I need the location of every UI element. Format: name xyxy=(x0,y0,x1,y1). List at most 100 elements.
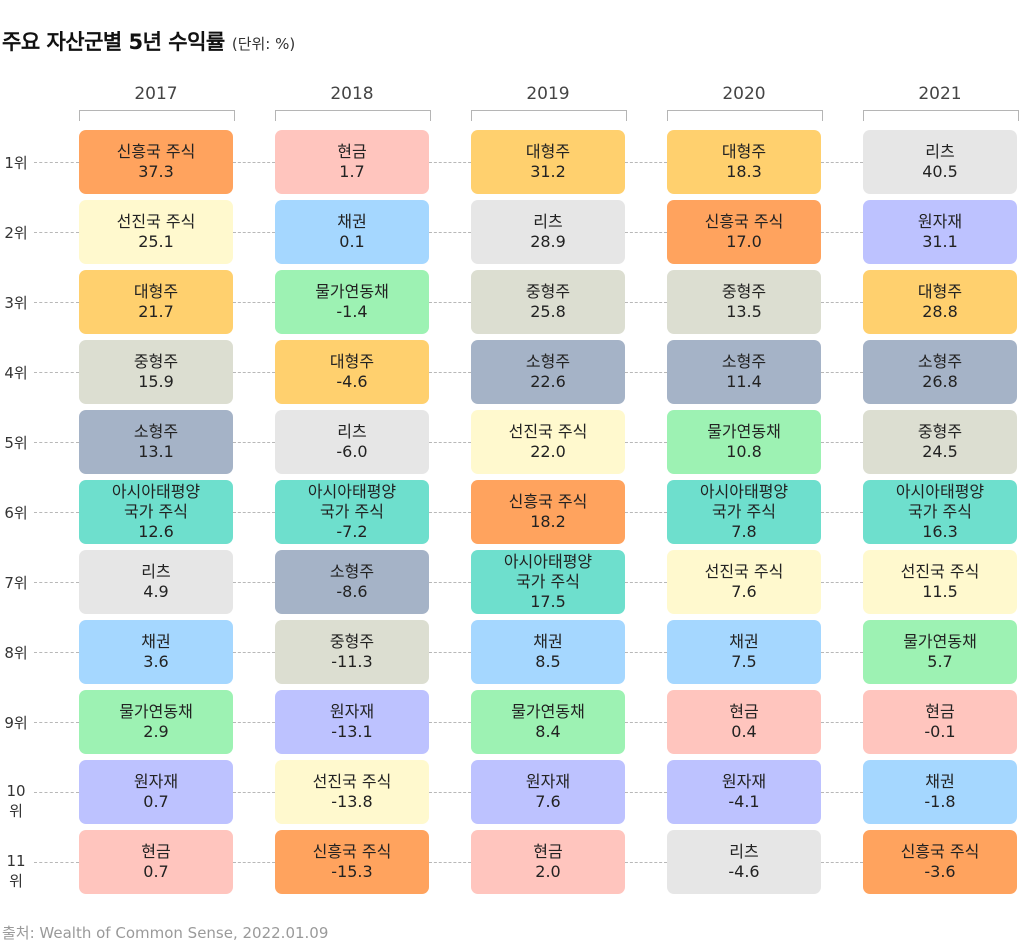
asset-cell: 대형주 31.2 xyxy=(471,130,625,194)
return-value: 18.2 xyxy=(530,512,566,531)
asset-name: 아시아태평양 국가 주식 xyxy=(895,482,985,521)
asset-name: 아시아태평양 국가 주식 xyxy=(699,482,789,521)
row-guide-line xyxy=(821,862,863,863)
asset-name: 선진국 주식 xyxy=(900,562,980,581)
rank-label: 8위 xyxy=(4,644,28,662)
asset-cell: 채권 7.5 xyxy=(667,620,821,684)
asset-name: 리츠 xyxy=(925,142,955,161)
row-guide-line xyxy=(34,582,79,583)
asset-cell: 현금 0.7 xyxy=(79,830,233,894)
asset-cell: 대형주 18.3 xyxy=(667,130,821,194)
row-guide-line xyxy=(625,512,667,513)
asset-cell: 선진국 주식 25.1 xyxy=(79,200,233,264)
asset-name: 신흥국 주식 xyxy=(116,142,196,161)
year-label: 2019 xyxy=(526,84,570,104)
return-value: 21.7 xyxy=(138,302,174,321)
asset-name: 현금 xyxy=(141,842,171,861)
rank-label: 6위 xyxy=(4,504,28,522)
row-guide-line xyxy=(821,302,863,303)
row-guide-line xyxy=(429,582,471,583)
asset-name: 현금 xyxy=(533,842,563,861)
asset-cell: 소형주 22.6 xyxy=(471,340,625,404)
return-value: 16.3 xyxy=(922,522,958,541)
asset-cell: 선진국 주식 11.5 xyxy=(863,550,1017,614)
asset-cell: 리츠 40.5 xyxy=(863,130,1017,194)
asset-cell: 리츠 28.9 xyxy=(471,200,625,264)
asset-cell: 중형주 24.5 xyxy=(863,410,1017,474)
asset-cell: 채권 8.5 xyxy=(471,620,625,684)
row-guide-line xyxy=(233,372,275,373)
return-value: -11.3 xyxy=(331,652,373,671)
return-value: -4.6 xyxy=(336,372,368,391)
row-guide-line xyxy=(429,442,471,443)
asset-cell: 선진국 주식 7.6 xyxy=(667,550,821,614)
row-guide-line xyxy=(821,162,863,163)
asset-cell: 중형주 -11.3 xyxy=(275,620,429,684)
row-guide-line xyxy=(625,652,667,653)
row-guide-line xyxy=(821,652,863,653)
asset-cell: 채권 -1.8 xyxy=(863,760,1017,824)
row-guide-line xyxy=(625,442,667,443)
return-value: 31.1 xyxy=(922,232,958,251)
return-value: 37.3 xyxy=(138,162,174,181)
return-value: 28.9 xyxy=(530,232,566,251)
asset-name: 신흥국 주식 xyxy=(312,842,392,861)
row-guide-line xyxy=(34,372,79,373)
asset-cell: 선진국 주식 -13.8 xyxy=(275,760,429,824)
asset-cell: 원자재 7.6 xyxy=(471,760,625,824)
asset-cell: 리츠 -6.0 xyxy=(275,410,429,474)
asset-name: 신흥국 주식 xyxy=(508,492,588,511)
asset-cell: 채권 0.1 xyxy=(275,200,429,264)
asset-cell: 현금 1.7 xyxy=(275,130,429,194)
asset-cell: 원자재 31.1 xyxy=(863,200,1017,264)
asset-cell: 물가연동채 10.8 xyxy=(667,410,821,474)
row-guide-line xyxy=(429,862,471,863)
asset-name: 대형주 xyxy=(721,142,767,161)
asset-name: 원자재 xyxy=(329,702,375,721)
row-guide-line xyxy=(625,722,667,723)
asset-cell: 소형주 13.1 xyxy=(79,410,233,474)
asset-name: 대형주 xyxy=(329,352,375,371)
return-value: 13.1 xyxy=(138,442,174,461)
return-value: -3.6 xyxy=(924,862,956,881)
return-value: 25.8 xyxy=(530,302,566,321)
asset-name: 물가연동채 xyxy=(315,282,389,301)
asset-name: 소형주 xyxy=(133,422,179,441)
rank-label: 7위 xyxy=(4,574,28,592)
row-guide-line xyxy=(233,652,275,653)
row-guide-line xyxy=(34,652,79,653)
return-value: 2.0 xyxy=(535,862,561,881)
asset-cell: 현금 2.0 xyxy=(471,830,625,894)
asset-name: 선진국 주식 xyxy=(116,212,196,231)
asset-cell: 원자재 0.7 xyxy=(79,760,233,824)
asset-name: 대형주 xyxy=(525,142,571,161)
row-guide-line xyxy=(625,302,667,303)
row-guide-line xyxy=(34,792,79,793)
row-guide-line xyxy=(625,792,667,793)
return-value: -13.1 xyxy=(331,722,373,741)
asset-name: 아시아태평양 국가 주식 xyxy=(307,482,397,521)
return-value: 18.3 xyxy=(726,162,762,181)
row-guide-line xyxy=(821,442,863,443)
asset-cell: 채권 3.6 xyxy=(79,620,233,684)
row-guide-line xyxy=(233,512,275,513)
row-guide-line xyxy=(233,862,275,863)
year-bracket xyxy=(863,110,1019,121)
asset-name: 채권 xyxy=(729,632,759,651)
return-value: -6.0 xyxy=(336,442,368,461)
return-value: 5.7 xyxy=(927,652,953,671)
return-value: -13.8 xyxy=(331,792,373,811)
row-guide-line xyxy=(821,722,863,723)
asset-cell: 신흥국 주식 18.2 xyxy=(471,480,625,544)
asset-name: 채권 xyxy=(533,632,563,651)
row-guide-line xyxy=(429,372,471,373)
return-value: 26.8 xyxy=(922,372,958,391)
return-value: 7.8 xyxy=(731,522,757,541)
return-value: -7.2 xyxy=(336,522,368,541)
return-value: 3.6 xyxy=(143,652,169,671)
row-guide-line xyxy=(821,232,863,233)
asset-name: 현금 xyxy=(925,702,955,721)
return-value: 0.7 xyxy=(143,862,169,881)
return-value: 2.9 xyxy=(143,722,169,741)
return-value: 28.8 xyxy=(922,302,958,321)
